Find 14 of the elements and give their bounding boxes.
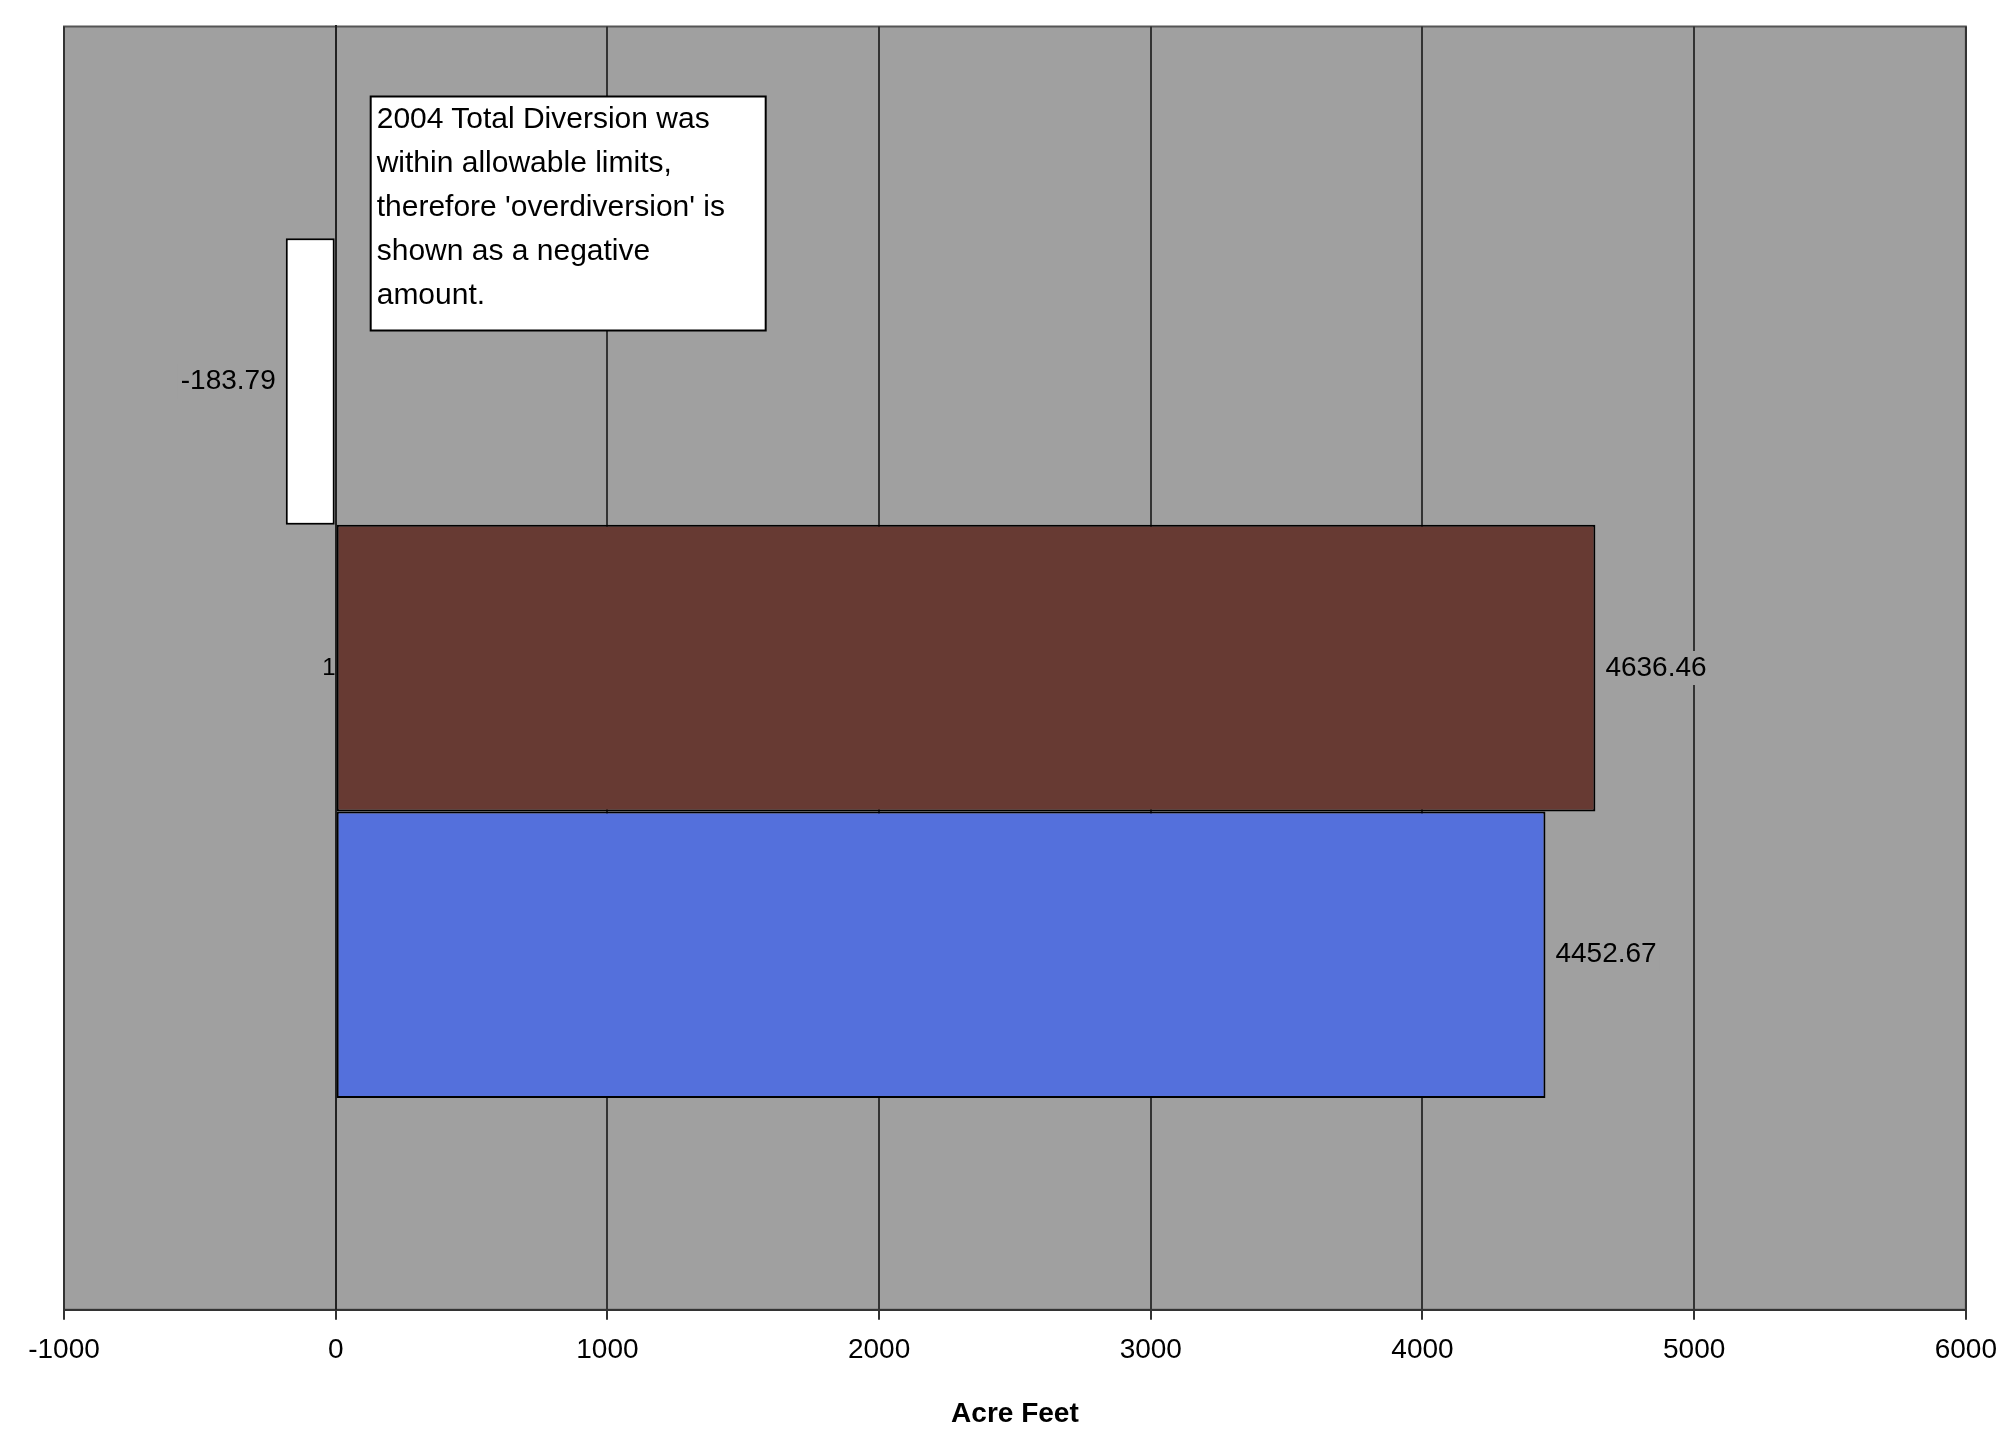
x-tick-label: 0 xyxy=(327,1333,344,1365)
x-tick-label: 3000 xyxy=(1119,1333,1182,1365)
x-tick-label: 1000 xyxy=(576,1333,639,1365)
data-label: 4636.46 xyxy=(1605,650,1707,682)
data-label: 4452.67 xyxy=(1555,937,1657,969)
x-tick-label: 6000 xyxy=(1934,1333,1997,1365)
x-tick-label: 5000 xyxy=(1663,1333,1726,1365)
x-axis-title: Acre Feet xyxy=(951,1396,1079,1428)
x-tick-label: -1000 xyxy=(28,1333,100,1365)
data-label: -183.79 xyxy=(180,364,276,396)
annotation: 2004 Total Diversion was within allowable limits, therefore 'overdiversion' is shown as a negative amount. xyxy=(375,100,725,310)
x-tick-label: 4000 xyxy=(1391,1333,1454,1365)
x-tick-label: 2000 xyxy=(847,1333,911,1365)
y-tick-label: 1 xyxy=(322,652,336,680)
